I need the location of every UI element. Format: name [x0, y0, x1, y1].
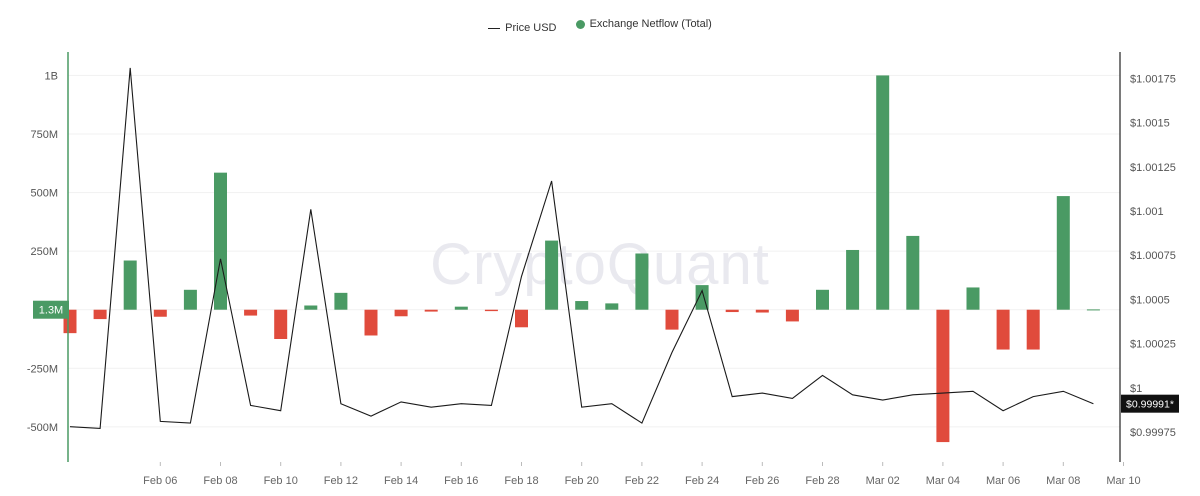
netflow-bar	[1026, 309, 1040, 350]
left-tick-label: 1B	[45, 70, 58, 82]
right-tick-label: $1.00125	[1130, 162, 1176, 174]
netflow-bar	[785, 309, 799, 322]
netflow-bar	[545, 240, 559, 310]
netflow-bar	[274, 309, 288, 339]
right-tick-label: $1.00075	[1130, 250, 1176, 262]
watermark-text: CryptoQuant	[430, 232, 770, 297]
x-tick-label: Feb 12	[324, 475, 358, 487]
line-swatch-icon	[488, 27, 501, 29]
legend-item-netflow[interactable]: Exchange Netflow (Total)	[575, 18, 712, 30]
left-tick-label: -250M	[27, 363, 58, 375]
netflow-bar	[725, 309, 739, 313]
x-tick-label: Feb 10	[264, 475, 298, 487]
right-tick-label: $1.0015	[1130, 118, 1170, 130]
netflow-bar	[334, 292, 348, 310]
netflow-bar	[183, 289, 197, 310]
left-tick-label: 750M	[30, 129, 58, 141]
netflow-bar	[364, 309, 378, 336]
netflow-bar	[1056, 196, 1070, 310]
x-tick-label: Mar 04	[926, 475, 960, 487]
left-tick-label: -500M	[27, 422, 58, 434]
x-tick-label: Feb 06	[143, 475, 177, 487]
netflow-bar	[966, 287, 980, 310]
netflow-bar	[484, 309, 498, 312]
x-tick-label: Mar 08	[1046, 475, 1080, 487]
current-netflow-badge-text: 1.3M	[39, 305, 63, 317]
current-price-badge	[1121, 394, 1179, 413]
netflow-bar	[93, 309, 107, 320]
legend-price-label: Price USD	[505, 22, 557, 34]
netflow-bar	[755, 309, 769, 313]
chart-legend: Price USD Exchange Netflow (Total)	[0, 18, 1200, 34]
x-tick-label: Feb 28	[805, 475, 839, 487]
x-tick-label: Feb 20	[565, 475, 599, 487]
right-tick-label: $1	[1130, 383, 1142, 395]
netflow-bar	[575, 301, 589, 310]
right-tick-label: $1.00175	[1130, 74, 1176, 86]
legend-item-price[interactable]: Price USD	[488, 22, 557, 34]
x-tick-label: Mar 02	[866, 475, 900, 487]
netflow-bar	[424, 309, 438, 312]
netflow-bar	[665, 309, 679, 330]
x-tick-label: Mar 10	[1106, 475, 1140, 487]
netflow-bar	[936, 309, 950, 443]
x-tick-label: Feb 24	[685, 475, 719, 487]
netflow-bar	[605, 303, 619, 310]
current-netflow-badge	[33, 300, 69, 319]
netflow-bar	[816, 289, 829, 310]
netflow-bar	[394, 309, 408, 317]
dot-swatch-icon	[575, 19, 585, 29]
x-tick-label: Mar 06	[986, 475, 1020, 487]
netflow-bar	[996, 309, 1010, 350]
x-tick-label: Feb 16	[444, 475, 478, 487]
netflow-bar	[244, 309, 258, 316]
netflow-bar	[1086, 309, 1100, 311]
netflow-bar	[515, 309, 528, 328]
left-tick-label: 250M	[30, 246, 58, 258]
current-price-badge-text: $0.99991*	[1126, 399, 1174, 411]
netflow-bar	[635, 253, 649, 310]
price-line	[69, 67, 1094, 429]
netflow-bar	[123, 260, 137, 310]
right-tick-label: $1.00025	[1130, 339, 1176, 351]
netflow-bar	[304, 305, 318, 310]
netflow-bar	[876, 75, 890, 310]
right-tick-label: $1.001	[1130, 206, 1164, 218]
right-tick-label: $0.99975	[1130, 427, 1176, 439]
left-tick-label: 500M	[30, 188, 58, 200]
x-tick-label: Feb 26	[745, 475, 779, 487]
right-tick-label: $1.0005	[1130, 294, 1170, 306]
x-tick-label: Feb 08	[203, 475, 237, 487]
legend-netflow-label: Exchange Netflow (Total)	[589, 18, 712, 30]
netflow-bar	[153, 309, 167, 317]
netflow-bar	[846, 249, 860, 310]
netflow-bar	[214, 172, 227, 310]
x-tick-label: Feb 22	[625, 475, 659, 487]
x-tick-label: Feb 18	[504, 475, 538, 487]
x-tick-label: Feb 14	[384, 475, 418, 487]
netflow-bar	[454, 306, 468, 310]
netflow-bar	[906, 235, 920, 310]
